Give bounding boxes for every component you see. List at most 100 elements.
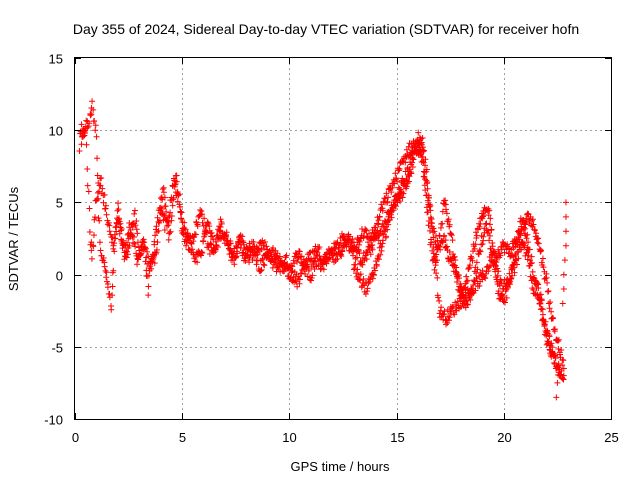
- trace-a-point: [558, 347, 565, 354]
- trace-a-point: [533, 236, 540, 243]
- trace-a-point: [545, 300, 552, 307]
- trace-c-point: [379, 237, 386, 244]
- trace-a-point: [546, 305, 553, 312]
- trace-c-point: [500, 293, 507, 300]
- trace-c-point: [511, 259, 518, 266]
- trace-b-point: [259, 255, 266, 262]
- trace-b-point: [302, 270, 309, 277]
- trace-c-point: [352, 261, 359, 268]
- trace-b-point: [94, 196, 101, 203]
- trace-c-point: [453, 269, 460, 276]
- trace-c-point: [521, 224, 528, 231]
- trace-a-point: [538, 247, 545, 254]
- trace-b-point: [431, 228, 438, 235]
- trace-c-point: [479, 240, 486, 247]
- trace-b-point: [402, 159, 409, 166]
- trace-c-point: [453, 264, 460, 271]
- trace-b-point: [519, 238, 526, 245]
- trace-b-point: [175, 191, 182, 198]
- y-tick-label: -10: [44, 413, 63, 428]
- trace-c-point: [509, 263, 516, 270]
- trace-c-point: [375, 256, 382, 263]
- trace-c-point: [474, 266, 481, 273]
- isolated-point: [560, 286, 567, 293]
- trace-c-point: [537, 306, 544, 313]
- trace-a-point: [487, 263, 494, 270]
- trace-c-point: [459, 289, 466, 296]
- trace-a-point: [96, 217, 103, 224]
- trace-c-point: [461, 293, 468, 300]
- trace-b-point: [230, 250, 237, 257]
- trace-c-point: [370, 271, 377, 278]
- y-tick-label: 15: [49, 52, 63, 67]
- trace-b-point: [150, 256, 157, 263]
- trace-b-point: [466, 262, 473, 269]
- trace-a-point: [115, 200, 122, 207]
- trace-b-point: [176, 203, 183, 210]
- trace-a-point: [112, 224, 119, 231]
- trace-c-point: [516, 231, 523, 238]
- trace-b-point: [382, 195, 389, 202]
- trace-b-point: [142, 245, 149, 252]
- trace-c-point: [508, 266, 515, 273]
- trace-c-point: [514, 242, 521, 249]
- trace-b-point: [86, 228, 93, 235]
- trace-b-point: [442, 237, 449, 244]
- isolated-point: [560, 271, 567, 278]
- trace-c-point: [394, 199, 401, 206]
- trace-c-point: [447, 231, 454, 238]
- trace-c-point: [494, 281, 501, 288]
- trace-a-point: [111, 248, 118, 255]
- trace-a-point: [529, 216, 536, 223]
- trace-a-point: [554, 338, 561, 345]
- trace-c-point: [519, 218, 526, 225]
- trace-c-point: [470, 282, 477, 289]
- trace-c-point: [448, 232, 455, 239]
- grid-lines: [75, 58, 611, 419]
- trace-b-point: [80, 133, 87, 140]
- trace-b-point: [112, 235, 119, 242]
- trace-b-point: [462, 285, 469, 292]
- trace-b-point: [130, 239, 137, 246]
- trace-b-point: [189, 246, 196, 253]
- trace-c-point: [518, 218, 525, 225]
- trace-c-point: [445, 216, 452, 223]
- trace-a-point: [95, 215, 102, 222]
- trace-a-point: [291, 260, 298, 267]
- x-tick-label: 10: [282, 430, 296, 445]
- trace-a-point: [543, 274, 550, 281]
- trace-b-point: [213, 242, 220, 249]
- trace-c-point: [529, 268, 536, 275]
- x-tick-label: 0: [72, 430, 79, 445]
- trace-b-point: [339, 247, 346, 254]
- trace-c-point: [410, 156, 417, 163]
- trace-b-point: [316, 256, 323, 263]
- y-axis-label: SDTVAR / TECUs: [6, 186, 21, 291]
- trace-b-point: [244, 254, 251, 261]
- trace-a-point: [92, 122, 99, 129]
- trace-a-point: [555, 346, 562, 353]
- trace-b-point: [157, 209, 164, 216]
- trace-b-point: [303, 263, 310, 270]
- trace-b-point: [208, 229, 215, 236]
- trace-b-point: [469, 257, 476, 264]
- trace-a-point: [359, 261, 366, 268]
- trace-b-point: [524, 249, 531, 256]
- trace-a-point: [534, 239, 541, 246]
- trace-a-point: [100, 255, 107, 262]
- trace-b-point: [138, 250, 145, 257]
- trace-b-point: [427, 202, 434, 209]
- trace-c-point: [527, 260, 534, 267]
- trace-a-point: [167, 209, 174, 216]
- trace-b-point: [122, 248, 129, 255]
- trace-b-point: [464, 277, 471, 284]
- trace-b-point: [117, 224, 124, 231]
- trace-b-point: [153, 246, 160, 253]
- trace-c-point: [422, 187, 429, 194]
- trace-a-point: [420, 147, 427, 154]
- trace-c-point: [470, 277, 477, 284]
- trace-c-point: [442, 197, 449, 204]
- trace-b-point: [257, 268, 264, 275]
- trace-b-point: [175, 192, 182, 199]
